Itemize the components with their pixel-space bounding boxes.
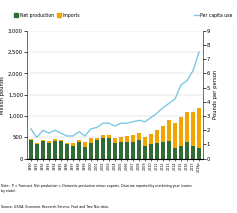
Y-axis label: Million pounds: Million pounds xyxy=(0,76,5,114)
Bar xyxy=(47,141,51,143)
Bar xyxy=(197,108,201,148)
Bar xyxy=(167,141,171,159)
Bar xyxy=(71,146,75,159)
Bar xyxy=(71,143,75,146)
Bar xyxy=(95,138,99,140)
Bar xyxy=(83,142,87,147)
Bar xyxy=(53,141,57,159)
Bar xyxy=(41,140,45,141)
Bar xyxy=(143,146,147,159)
Bar xyxy=(167,120,171,141)
Bar xyxy=(95,140,99,159)
Bar xyxy=(143,137,147,146)
Bar xyxy=(137,133,141,140)
Bar xyxy=(185,142,189,159)
Text: Source: USDA, Economic Research Service, Fruit and Tree Nut data.: Source: USDA, Economic Research Service,… xyxy=(1,205,109,209)
Text: Note:  P = Forecast. Net production = Domestic production minus exports. Data ar: Note: P = Forecast. Net production = Dom… xyxy=(1,184,192,193)
Bar xyxy=(35,144,39,159)
Bar xyxy=(65,144,69,159)
Bar xyxy=(77,142,81,159)
Bar xyxy=(155,143,159,159)
Legend: Per capita use: Per capita use xyxy=(192,11,235,19)
Bar xyxy=(89,143,93,159)
Bar xyxy=(191,112,195,146)
Bar xyxy=(137,140,141,159)
Bar xyxy=(131,135,135,142)
Bar xyxy=(173,148,177,159)
Bar xyxy=(29,140,33,159)
Bar xyxy=(113,138,117,143)
Bar xyxy=(101,135,105,138)
Bar xyxy=(29,139,33,140)
Y-axis label: Pounds per person: Pounds per person xyxy=(213,70,218,119)
Bar xyxy=(41,141,45,159)
Bar xyxy=(149,134,153,144)
Bar xyxy=(119,137,123,142)
Bar xyxy=(131,142,135,159)
Bar xyxy=(173,123,177,148)
Bar xyxy=(59,140,63,141)
Bar xyxy=(107,135,111,138)
Bar xyxy=(107,138,111,159)
Bar xyxy=(113,143,117,159)
Bar xyxy=(47,143,51,159)
Bar xyxy=(53,139,57,141)
Bar xyxy=(59,141,63,159)
Bar xyxy=(83,147,87,159)
Text: U.S. avocado net production, imports, and per capita use: U.S. avocado net production, imports, an… xyxy=(3,9,215,15)
Bar xyxy=(101,138,105,159)
Bar xyxy=(161,126,165,142)
Bar xyxy=(125,136,129,142)
Bar xyxy=(197,148,201,159)
Bar xyxy=(77,140,81,142)
Bar xyxy=(179,146,183,159)
Bar xyxy=(125,142,129,159)
Bar xyxy=(161,142,165,159)
Bar xyxy=(89,138,93,143)
Bar xyxy=(191,146,195,159)
Bar xyxy=(179,117,183,146)
Bar xyxy=(35,143,39,144)
Bar xyxy=(119,142,123,159)
Bar xyxy=(155,130,159,143)
Bar xyxy=(65,143,69,144)
Bar xyxy=(185,112,189,142)
Bar xyxy=(149,144,153,159)
